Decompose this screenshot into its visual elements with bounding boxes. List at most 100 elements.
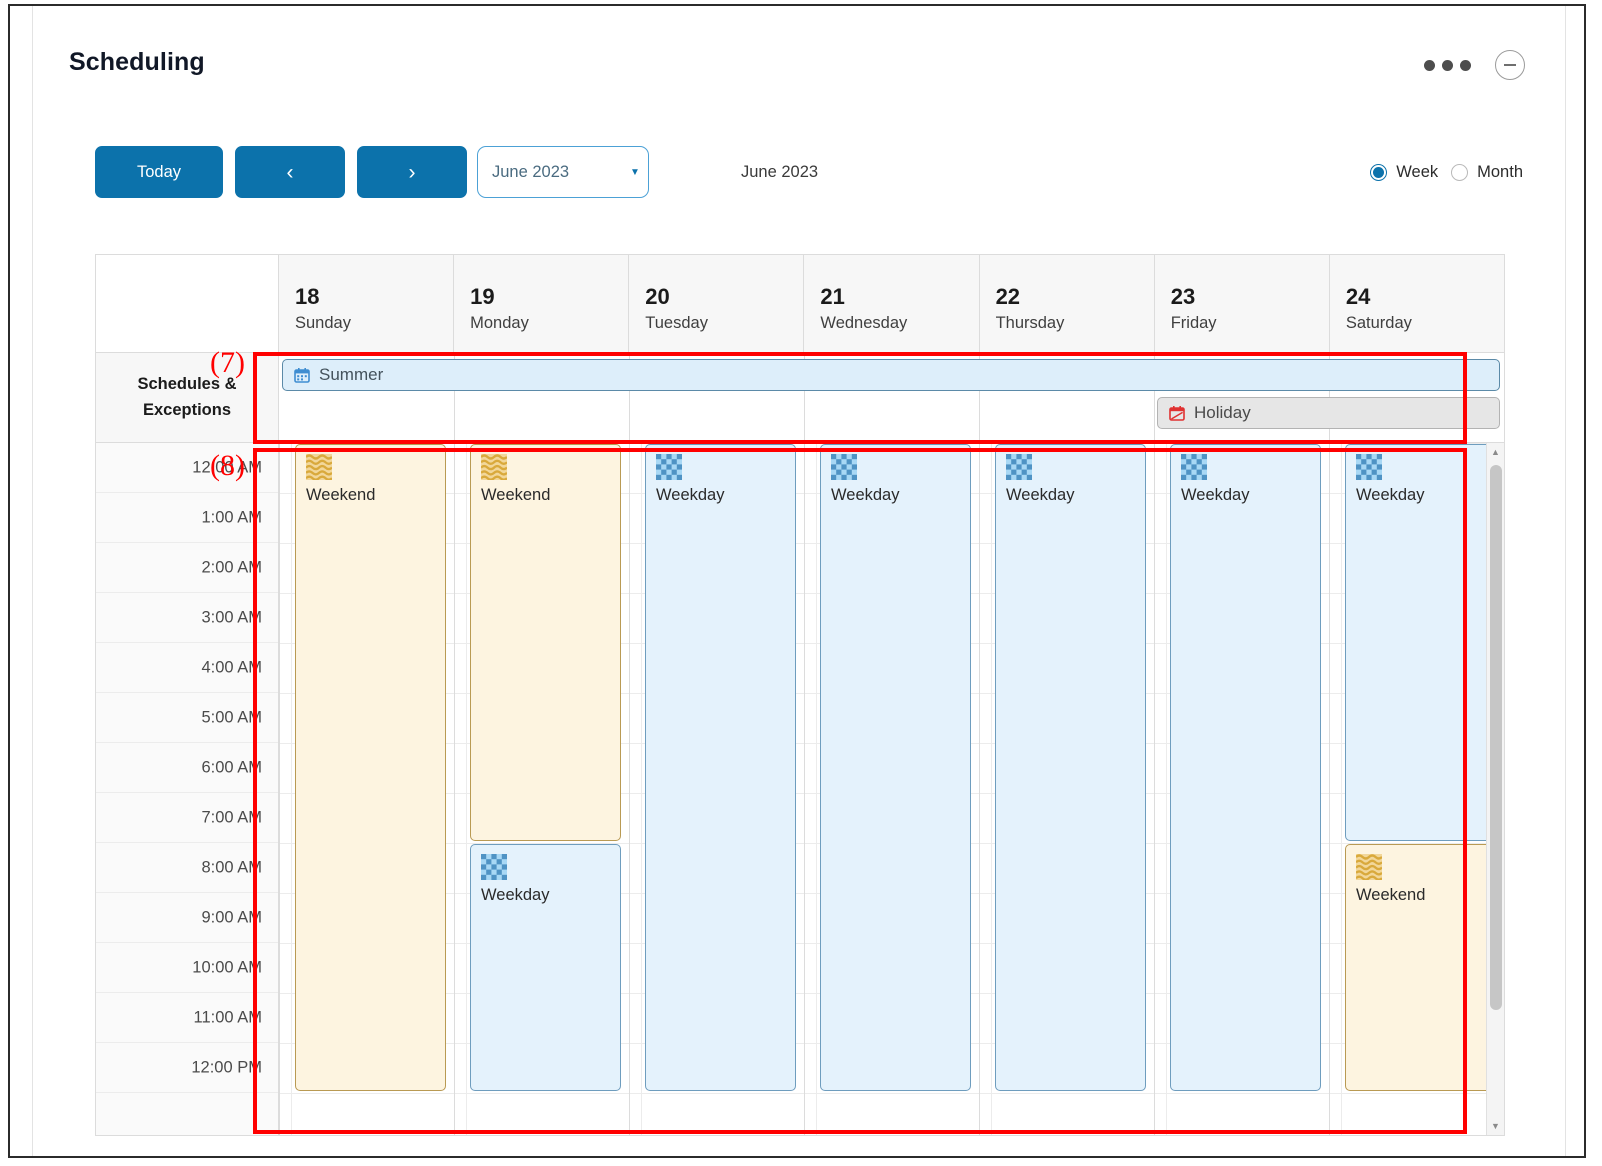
time-label: 8:00 AM [201,858,262,876]
day-number: 21 [820,284,845,309]
scrollbar-thumb[interactable] [1490,465,1502,1010]
ellipsis-dot [1460,59,1471,71]
calendar-event-title: Weekday [1181,486,1250,504]
day-name: Sunday [295,314,351,333]
time-label: 2:00 AM [201,558,262,576]
day-column-divider [454,443,455,1135]
day-name: Wednesday [820,314,908,333]
allday-chip-label: Summer [319,365,384,384]
day-header-tuesday: 20 Tuesday [629,255,805,353]
day-column-divider [629,443,630,1135]
day-number: 22 [995,284,1021,309]
header-actions [1422,50,1525,80]
circle-minus-icon[interactable] [1495,50,1525,80]
vertical-scrollbar[interactable]: ▲ ▼ [1486,443,1504,1135]
scroll-down-arrow[interactable]: ▼ [1491,1121,1500,1131]
time-axis-column: 12:00 AM 1:00 AM 2:00 AM 3:00 AM 4:00 AM 5:00… [96,443,279,1135]
calendar-event-weekday[interactable]: Weekday [645,444,796,1091]
day-number: 23 [1170,284,1196,309]
calendar-event-weekday[interactable]: Weekday [1345,444,1496,841]
calendar-event-title: Weekend [306,486,376,504]
time-row: 6:00 AM [96,743,278,793]
day-name: Monday [470,314,529,333]
time-row: 12:00 AM [96,443,278,493]
time-row: 5:00 AM [96,693,278,743]
day-subcolumn-divider [641,443,642,1135]
calendar-event-weekend[interactable]: Weekend [470,444,621,841]
day-header-saturday: 24 Saturday [1329,255,1504,353]
radio-month-indicator [1451,163,1469,181]
calendar-event-title: Weekday [1356,486,1425,504]
next-period-button[interactable]: › [357,146,467,198]
schedules-and-exceptions-row: Schedules & Exceptions Summer Holiday [96,353,1504,443]
scroll-up-arrow[interactable]: ▲ [1491,447,1500,457]
day-name: Thursday [995,314,1065,333]
allday-column-divider [454,353,455,442]
allday-chip-summer[interactable]: Summer [282,359,1500,391]
day-name: Friday [1170,314,1217,333]
label-line-1: Schedules & [137,374,237,393]
allday-column-divider [979,353,980,442]
calendar-event-weekday[interactable]: Weekday [470,844,621,1091]
calendar-event-weekday[interactable]: Weekday [1170,444,1321,1091]
day-subcolumn-divider [1341,443,1342,1135]
calendar-event-weekend[interactable]: Weekend [1345,844,1496,1091]
day-column-divider [1154,443,1155,1135]
day-number: 18 [295,284,320,309]
radio-week-label: Week [1396,162,1439,181]
calendar-event-weekday[interactable]: Weekday [995,444,1146,1091]
time-row: 1:00 AM [96,493,278,543]
time-label: 11:00 AM [193,1008,263,1026]
ellipsis-icon[interactable] [1422,56,1473,75]
day-number: 19 [470,284,495,309]
ellipsis-dot [1424,59,1435,71]
chevron-down-icon: ▼ [630,166,640,178]
previous-period-button[interactable]: ‹ [235,146,345,198]
time-row: 7:00 AM [96,793,278,843]
calendar-red-icon [1169,405,1185,421]
time-label: 1:00 AM [201,508,262,526]
calendar-toolbar: Today ‹ › June 2023 ▼ June 2023 Week Mon… [33,118,1565,236]
day-name: Tuesday [645,314,708,333]
allday-chip-label: Holiday [1194,403,1251,422]
radio-week[interactable]: Week [1370,163,1438,182]
calendar-event-title: Weekday [831,486,900,504]
allday-column-divider [629,353,630,442]
time-label: 5:00 AM [201,708,262,726]
day-subcolumn-divider [816,443,817,1135]
time-label: 3:00 AM [201,608,262,626]
day-column-divider [279,443,280,1135]
day-subcolumn-divider [1166,443,1167,1135]
calendar-event-title: Weekend [481,486,551,504]
label-line-2: Exceptions [142,400,232,419]
day-number: 24 [1345,284,1371,309]
calendar-event-weekday[interactable]: Weekday [820,444,971,1091]
day-header-monday: 19 Monday [454,255,630,353]
wave-gold-swatch [1356,854,1495,880]
hour-gridline [279,1093,1504,1094]
page-title: Scheduling [69,48,205,76]
day-header-thursday: 22 Thursday [979,255,1155,353]
chevron-right-icon: › [408,160,416,184]
allday-chip-holiday[interactable]: Holiday [1157,397,1500,429]
checker-blue-swatch [831,454,970,480]
radio-month[interactable]: Month [1451,163,1523,182]
month-select-value: June 2023 [492,162,570,181]
wave-gold-swatch [306,454,445,480]
day-header-friday: 23 Friday [1154,255,1330,353]
today-button[interactable]: Today [95,146,223,198]
day-subcolumn-divider [991,443,992,1135]
calendar-event-title: Weekend [1356,886,1426,904]
panel-header: Scheduling [33,6,1565,118]
checker-blue-swatch [1356,454,1495,480]
checker-blue-swatch [481,854,620,880]
day-column-divider [979,443,980,1135]
month-select[interactable]: June 2023 ▼ [477,146,649,198]
day-number: 20 [645,284,670,309]
time-label: 10:00 AM [192,958,262,976]
calendar-event-weekend[interactable]: Weekend [295,444,446,1091]
time-row: 3:00 AM [96,593,278,643]
allday-column-divider [804,353,805,442]
time-row: 4:00 AM [96,643,278,693]
day-name: Saturday [1345,314,1412,333]
